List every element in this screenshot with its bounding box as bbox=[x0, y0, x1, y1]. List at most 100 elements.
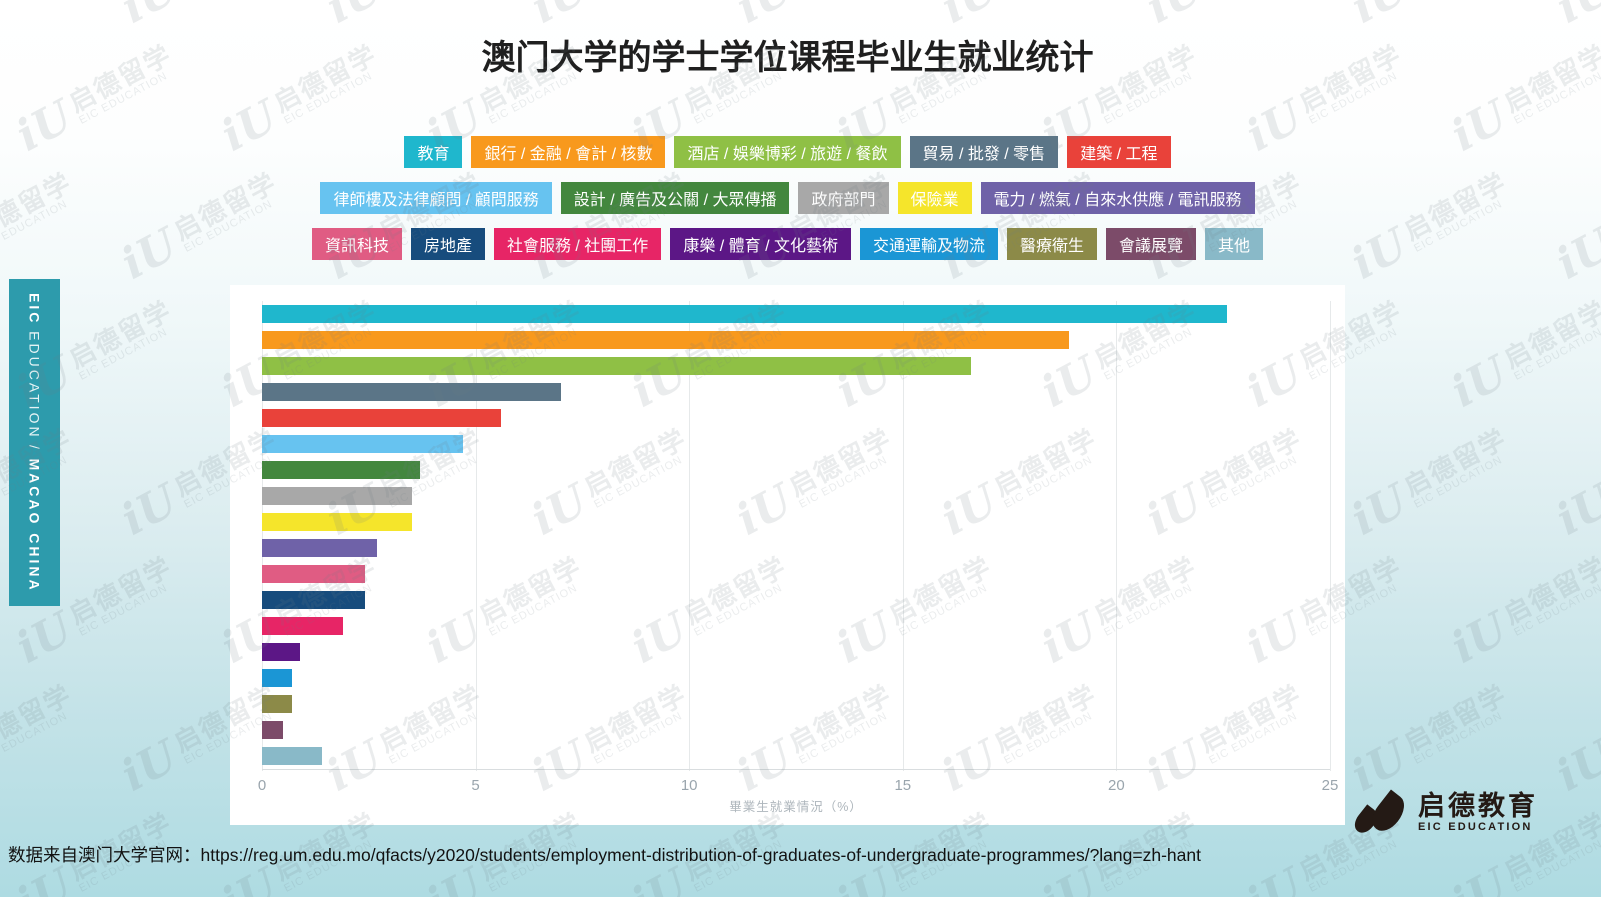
bar-row bbox=[262, 405, 1330, 431]
gridline bbox=[1116, 301, 1118, 771]
watermark-logo-icon: iU bbox=[113, 474, 186, 546]
watermark-logo-icon: iU bbox=[1343, 474, 1416, 546]
legend-chip: 設計 / 廣告及公關 / 大眾傳播 bbox=[560, 182, 790, 214]
gridlines bbox=[262, 301, 1331, 771]
watermark-logo-icon: iU bbox=[1443, 602, 1516, 674]
bar bbox=[262, 539, 378, 557]
legend-row: 資訊科技 房地產 社會服務 / 社團工作 康樂 / 體育 / 文化藝術 交通運輸及物流醫… bbox=[180, 228, 1395, 260]
x-tick-label: 5 bbox=[471, 777, 480, 794]
bar bbox=[262, 331, 1070, 349]
watermark-logo-icon: iU bbox=[1138, 0, 1211, 34]
bar-row bbox=[262, 483, 1330, 509]
sidebar-brand: EIC bbox=[26, 292, 43, 326]
bar bbox=[262, 435, 463, 453]
bar bbox=[262, 695, 292, 713]
bar bbox=[262, 357, 972, 375]
eic-logo-icon bbox=[1350, 786, 1411, 840]
watermark-logo-icon: iU bbox=[113, 0, 186, 34]
watermark-logo-icon: iU bbox=[8, 90, 81, 162]
watermark-logo-icon: iU bbox=[8, 602, 81, 674]
legend-chip: 建築 / 工程 bbox=[1067, 136, 1171, 168]
bar-row bbox=[262, 379, 1330, 405]
bar bbox=[262, 487, 412, 505]
gridline bbox=[475, 301, 477, 771]
bar-row bbox=[262, 743, 1330, 769]
bar-row bbox=[262, 613, 1330, 639]
plot-area: 0 5 10 15 20 25 畢業生就業情況（%） bbox=[258, 301, 1338, 814]
x-tick-label: 25 bbox=[1321, 777, 1339, 794]
eic-logo-cn: 启德教育 bbox=[1418, 791, 1538, 822]
sidebar-banner: EIC EDUCATION / MACAO CHINA bbox=[9, 279, 60, 606]
bar-row bbox=[262, 457, 1330, 483]
bar bbox=[262, 565, 365, 583]
watermark-logo-icon: iU bbox=[728, 0, 801, 34]
watermark-logo-icon: iU bbox=[1343, 0, 1416, 34]
bar bbox=[262, 643, 301, 661]
chart-panel: 0 5 10 15 20 25 畢業生就業情況（%） bbox=[230, 285, 1345, 825]
legend-chip: 交通運輸及物流 bbox=[860, 228, 999, 260]
bar-row bbox=[262, 509, 1330, 535]
legend-chip: 教育 bbox=[404, 136, 463, 168]
x-tick-label: 20 bbox=[1108, 777, 1125, 794]
logo-drop-large bbox=[1366, 789, 1411, 837]
legend-chip: 保險業 bbox=[897, 182, 972, 214]
bar-row bbox=[262, 691, 1330, 717]
watermark-logo-icon: iU bbox=[1443, 346, 1516, 418]
bar-row bbox=[262, 301, 1330, 327]
watermark-logo-icon: iU bbox=[113, 218, 186, 290]
watermark-logo-icon: iU bbox=[113, 730, 186, 802]
bar bbox=[262, 461, 421, 479]
watermark-logo-icon: iU bbox=[318, 0, 391, 34]
bar bbox=[262, 721, 284, 739]
watermark-logo-icon: iU bbox=[1443, 858, 1516, 897]
bar-row bbox=[262, 639, 1330, 665]
watermark-logo-icon: iU bbox=[933, 0, 1006, 34]
bar bbox=[262, 305, 1228, 323]
bar bbox=[262, 669, 292, 687]
bar bbox=[262, 409, 502, 427]
bar bbox=[262, 513, 412, 531]
eic-logo-text: 启德教育 EIC EDUCATION bbox=[1418, 792, 1538, 834]
legend-chip: 房地產 bbox=[410, 228, 485, 260]
watermark-logo-icon: iU bbox=[1238, 858, 1311, 897]
gridline bbox=[689, 301, 691, 771]
x-tick-label: 10 bbox=[680, 777, 698, 794]
legend-chip: 政府部門 bbox=[798, 182, 889, 214]
legend-chip: 其他 bbox=[1205, 228, 1264, 260]
legend-chip: 電力 / 燃氣 / 自來水供應 / 電訊服務 bbox=[980, 182, 1255, 214]
watermark-logo-icon: iU bbox=[523, 0, 596, 34]
bar-row bbox=[262, 535, 1330, 561]
watermark-logo-icon: iU bbox=[1548, 730, 1601, 802]
gridline bbox=[262, 301, 263, 771]
watermark-logo-icon: iU bbox=[1548, 218, 1601, 290]
bar-row bbox=[262, 665, 1330, 691]
page-title: 澳门大学的学士学位课程毕业生就业统计 bbox=[481, 39, 1094, 77]
legend-row: 教育 銀行 / 金融 / 會計 / 核數 酒店 / 娛樂博彩 / 旅遊 / 餐飲 貿易… bbox=[180, 136, 1395, 168]
legend-chip: 酒店 / 娛樂博彩 / 旅遊 / 餐飲 bbox=[674, 136, 901, 168]
legend-chip: 社會服務 / 社團工作 bbox=[493, 228, 662, 260]
watermark-logo-icon: iU bbox=[1548, 0, 1601, 34]
bar-row bbox=[262, 327, 1330, 353]
bar-row bbox=[262, 587, 1330, 613]
bar-row bbox=[262, 561, 1330, 587]
x-tick-label: 0 bbox=[257, 777, 267, 794]
sidebar-divider: / bbox=[26, 445, 43, 453]
legend-chip: 資訊科技 bbox=[311, 228, 402, 260]
x-ticks: 0 5 10 15 20 25 bbox=[258, 770, 1339, 796]
